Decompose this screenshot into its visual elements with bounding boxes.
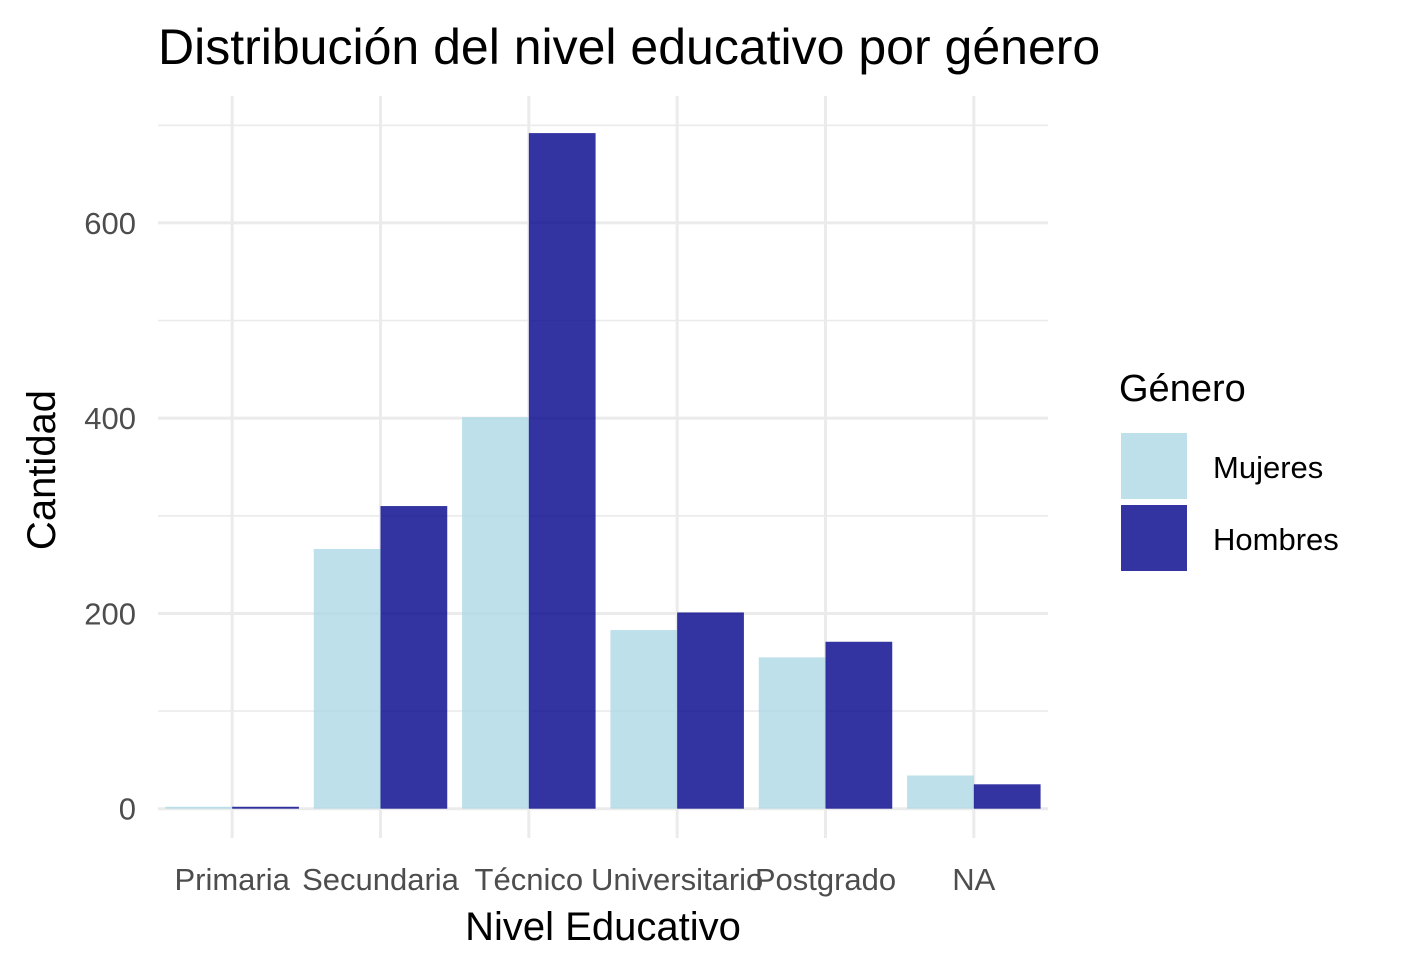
y-tick-label: 0 bbox=[119, 792, 136, 827]
bar-mujeres-3 bbox=[610, 630, 678, 809]
x-tick-label: Universitario bbox=[591, 862, 763, 897]
bar-hombres-1 bbox=[380, 506, 448, 809]
legend-title: Género bbox=[1119, 368, 1246, 410]
y-tick-label: 400 bbox=[84, 401, 136, 436]
legend-items: Mujeres Hombres bbox=[1121, 433, 1339, 571]
legend-label-hombres: Hombres bbox=[1213, 522, 1339, 557]
chart-title: Distribución del nivel educativo por gén… bbox=[158, 19, 1100, 75]
bars bbox=[165, 133, 1041, 809]
legend-key-hombres bbox=[1121, 505, 1187, 571]
grid-lines bbox=[158, 96, 1048, 838]
x-tick-label: NA bbox=[952, 862, 995, 897]
y-tick-label: 200 bbox=[84, 596, 136, 631]
bar-mujeres-1 bbox=[313, 549, 381, 809]
x-tick-label: Secundaria bbox=[302, 862, 460, 897]
bar-hombres-4 bbox=[825, 641, 893, 809]
bar-hombres-5 bbox=[973, 784, 1041, 809]
bar-hombres-0 bbox=[232, 806, 299, 809]
bar-mujeres-0 bbox=[165, 806, 233, 809]
x-tick-label: Técnico bbox=[475, 862, 584, 897]
bar-hombres-2 bbox=[528, 133, 596, 809]
y-axis-title: Cantidad bbox=[20, 390, 64, 550]
legend: Género Mujeres Hombres bbox=[1119, 368, 1339, 571]
bar-mujeres-5 bbox=[907, 775, 974, 809]
x-tick-label: Postgrado bbox=[755, 862, 896, 897]
legend-label-mujeres: Mujeres bbox=[1213, 450, 1323, 485]
x-tick-label: Primaria bbox=[174, 862, 290, 897]
bar-mujeres-4 bbox=[758, 657, 826, 809]
bar-hombres-3 bbox=[677, 612, 744, 809]
x-axis-ticks: Primaria Secundaria Técnico UniversitarioPo… bbox=[174, 862, 995, 897]
y-tick-label: 600 bbox=[84, 206, 136, 241]
bar-mujeres-2 bbox=[462, 417, 529, 809]
y-axis-ticks: 0 200 400 600 bbox=[84, 206, 136, 827]
legend-key-mujeres bbox=[1121, 433, 1187, 499]
x-axis-title: Nivel Educativo bbox=[465, 905, 741, 949]
